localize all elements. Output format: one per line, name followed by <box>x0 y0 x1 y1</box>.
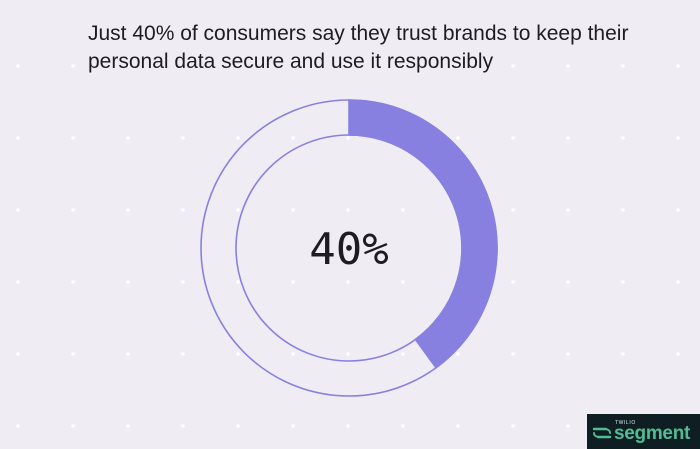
background-dot <box>71 280 75 284</box>
chart-title: Just 40% of consumers say they trust bra… <box>88 22 629 73</box>
background-dot <box>291 280 295 284</box>
background-dot <box>181 280 185 284</box>
brand-name: segment <box>614 423 691 444</box>
background-dot <box>401 424 405 428</box>
brand-small-text: TWILIO <box>615 420 636 426</box>
background-dot <box>676 352 680 356</box>
background-dot <box>566 424 570 428</box>
background-dot <box>236 64 240 68</box>
background-dot <box>181 136 185 140</box>
background-dot <box>511 280 515 284</box>
background-dot <box>511 352 515 356</box>
background-dot <box>621 64 625 68</box>
background-dot <box>676 208 680 212</box>
background-dot <box>566 208 570 212</box>
background-dot <box>181 352 185 356</box>
background-dot <box>291 208 295 212</box>
background-dot <box>181 208 185 212</box>
background-dot <box>16 136 20 140</box>
background-dot <box>126 208 130 212</box>
background-dot <box>71 64 75 68</box>
background-dot <box>456 64 460 68</box>
background-dot <box>181 424 185 428</box>
background-dot <box>621 136 625 140</box>
background-dot <box>456 352 460 356</box>
background-dot <box>346 64 350 68</box>
background-dot <box>16 352 20 356</box>
background-dot <box>511 424 515 428</box>
background-dot <box>566 280 570 284</box>
segment-logo-icon <box>592 427 612 439</box>
background-dot <box>236 136 240 140</box>
background-dot <box>456 136 460 140</box>
donut-slice-filled <box>348 99 498 369</box>
background-dot <box>16 64 20 68</box>
background-dot <box>456 424 460 428</box>
background-dot <box>676 136 680 140</box>
background-dot <box>236 280 240 284</box>
background-dot <box>16 424 20 428</box>
background-dot <box>346 352 350 356</box>
background-dot <box>401 352 405 356</box>
background-dot <box>291 424 295 428</box>
background-dot <box>181 64 185 68</box>
background-dot <box>16 208 20 212</box>
background-dot <box>126 280 130 284</box>
background-dot <box>346 208 350 212</box>
background-dot <box>676 64 680 68</box>
background-dot <box>291 352 295 356</box>
background-dot <box>566 64 570 68</box>
background-dot <box>401 208 405 212</box>
background-dot <box>511 136 515 140</box>
background-dot <box>126 136 130 140</box>
background-dot <box>621 208 625 212</box>
background-dot <box>71 136 75 140</box>
background-dot <box>566 136 570 140</box>
background-dot <box>401 280 405 284</box>
background-dot <box>566 352 570 356</box>
background-dot <box>401 64 405 68</box>
background-dot <box>236 424 240 428</box>
background-dot <box>236 352 240 356</box>
background-dot <box>346 280 350 284</box>
background-dot <box>621 280 625 284</box>
background-dot <box>71 352 75 356</box>
brand-logo: TWILIO segment <box>587 414 700 449</box>
background-dot <box>511 208 515 212</box>
background-dot <box>621 352 625 356</box>
background-dot <box>346 424 350 428</box>
background-dot <box>511 64 515 68</box>
background-dot <box>126 424 130 428</box>
background-dot <box>291 136 295 140</box>
donut-center-value: 40% <box>309 224 388 275</box>
background-dot <box>346 136 350 140</box>
background-dot <box>126 64 130 68</box>
background-dot <box>71 208 75 212</box>
background-dot <box>676 280 680 284</box>
background-dot <box>291 64 295 68</box>
background-dot <box>71 424 75 428</box>
background-dot <box>16 280 20 284</box>
background-dot <box>236 208 240 212</box>
background-dot <box>126 352 130 356</box>
